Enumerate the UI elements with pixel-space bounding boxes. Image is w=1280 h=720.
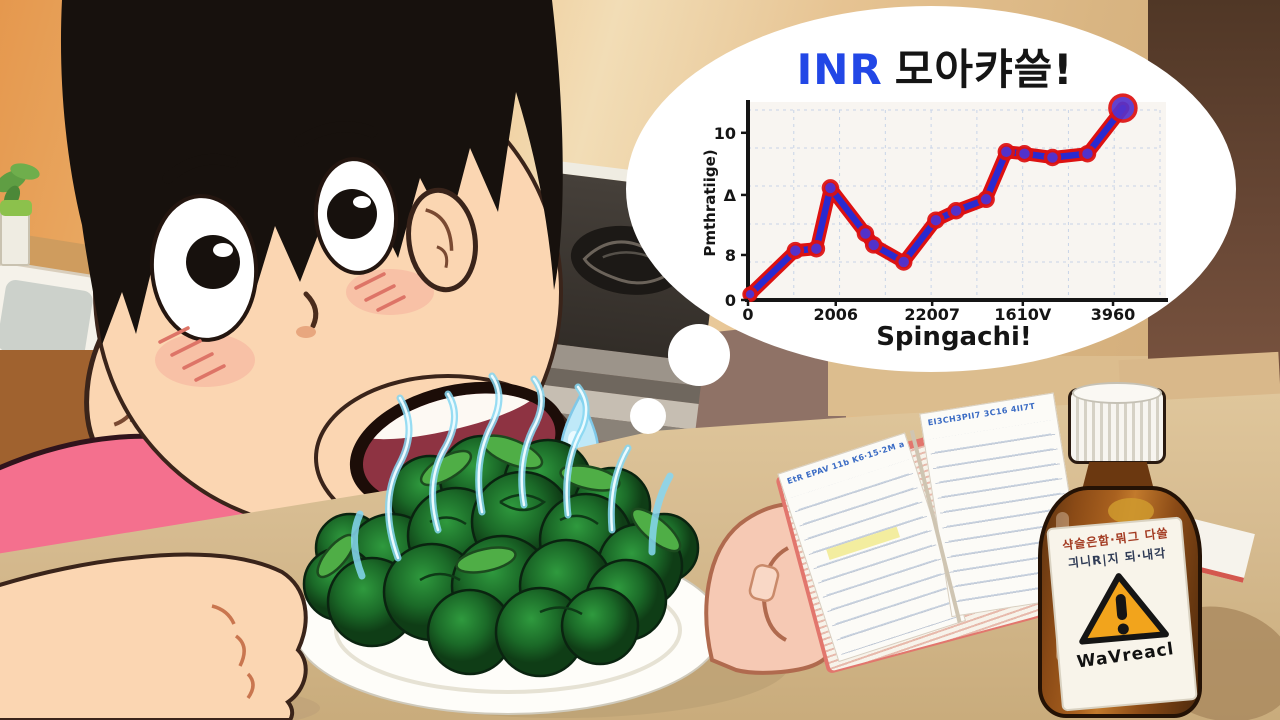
spinach-swirls — [419, 493, 599, 616]
medicine-bottle: 샥슬은함·뭐그 다쓸 긔니R|지 되·내각 WaVreacl — [1030, 382, 1280, 720]
plant-pot-moss — [0, 200, 32, 216]
energy-wisps — [350, 372, 674, 580]
chart-title-inr: INR — [796, 45, 883, 94]
boy-right-ear — [406, 187, 478, 293]
chart-y-axis-label: Pmthratiige) — [701, 149, 719, 257]
boy-blush-left — [155, 333, 255, 387]
bottle-label: 샥슬은함·뭐그 다쓸 긔니R|지 되·내각 WaVreacl — [1046, 516, 1198, 712]
boy-left-eye — [149, 194, 259, 342]
boy-left-hand — [0, 552, 308, 720]
boy-hair — [60, 0, 563, 345]
boy-left-eyebrow — [162, 153, 238, 184]
bottle-cap-top — [1072, 382, 1162, 404]
fingernail — [748, 564, 780, 602]
chart-title: INR 모아캬쓸! — [700, 36, 1170, 97]
thought-bubble-dot-small — [630, 398, 666, 434]
boy-right-eye — [313, 157, 399, 275]
chart-title-korean: 모아캬쓸! — [894, 45, 1074, 94]
boy-blush-lines — [158, 272, 406, 382]
warning-triangle-icon — [1079, 573, 1169, 645]
boy-nose — [303, 291, 319, 329]
bottle-neck — [1082, 462, 1154, 490]
plant-pot — [0, 200, 32, 266]
boy-nose-shadow — [296, 326, 316, 338]
boy-teeth — [357, 383, 538, 440]
boy-right-eyebrow — [294, 121, 378, 147]
chart-x-axis-label: Spingachi! — [876, 322, 1032, 352]
thought-bubble-dot-large — [668, 324, 730, 386]
